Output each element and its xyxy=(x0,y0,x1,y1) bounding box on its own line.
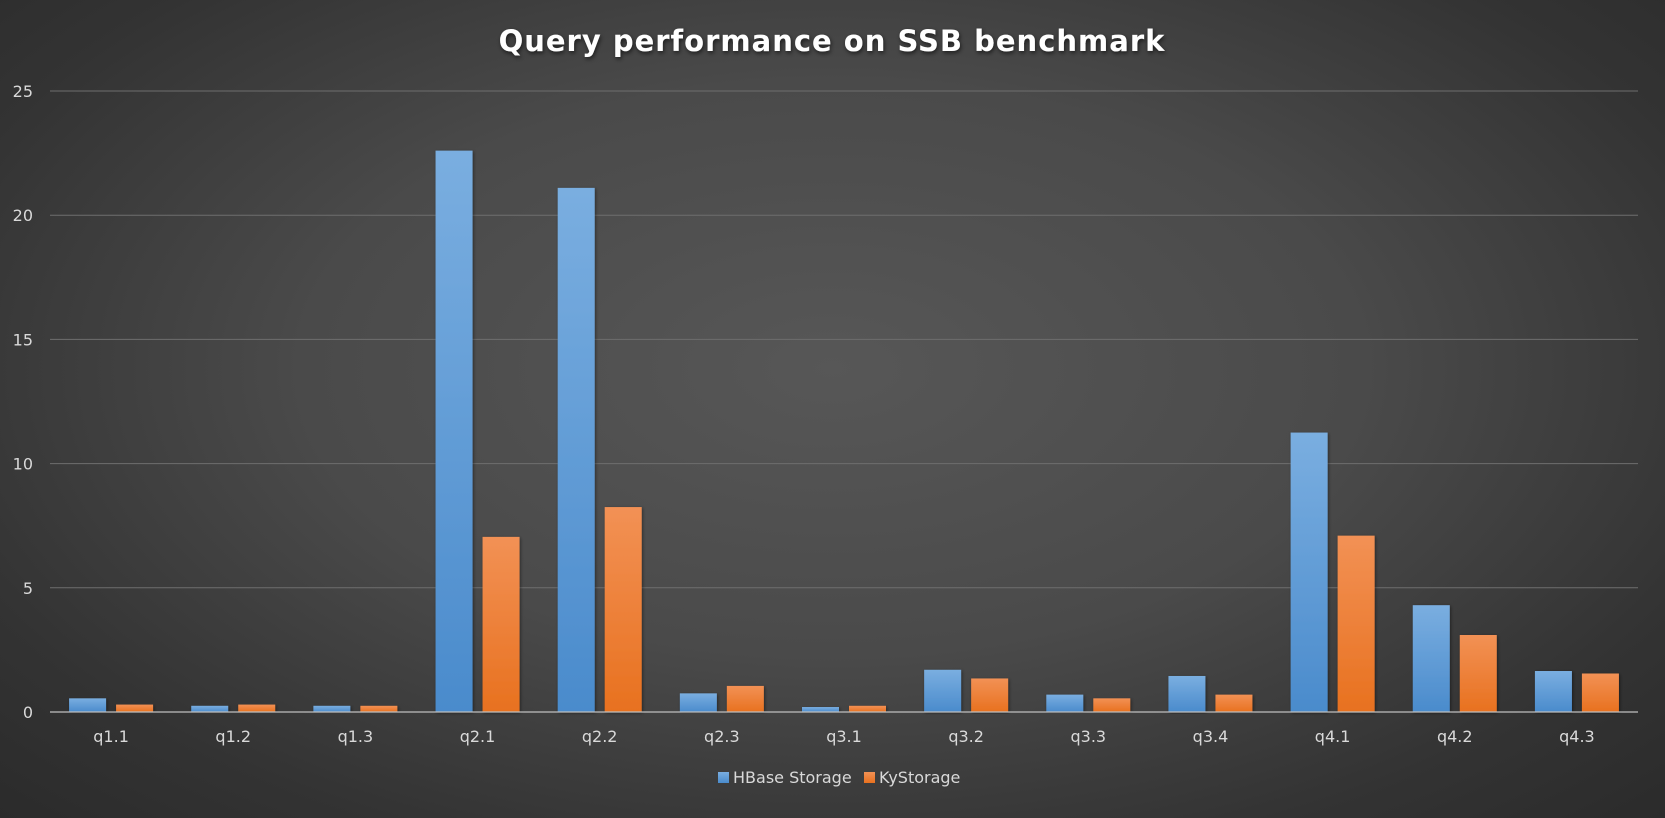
x-tick-label: q4.2 xyxy=(1437,727,1473,746)
x-tick-label: q4.3 xyxy=(1559,727,1595,746)
bar-kystorage-q3.1 xyxy=(849,705,886,712)
y-axis: 0 5 10 15 20 25 xyxy=(13,82,33,722)
x-tick-label: q3.1 xyxy=(826,727,862,746)
y-tick-label: 5 xyxy=(23,579,33,598)
bar-kystorage-q4.3 xyxy=(1581,673,1619,712)
legend-swatch-kystorage xyxy=(864,772,875,783)
bar-hbase-storage-q1.3 xyxy=(313,705,351,712)
y-tick-label: 0 xyxy=(23,703,33,722)
x-tick-label: q1.1 xyxy=(93,727,129,746)
bars xyxy=(69,150,1619,713)
bar-hbase-storage-q2.1 xyxy=(435,150,473,713)
x-axis: q1.1 q1.2 q1.3 q2.1 q2.2 q2.3 q3.1 q3.2 q3.3 q3.4… xyxy=(50,711,1638,746)
bar-kystorage-q1.2 xyxy=(238,704,276,712)
x-tick-label: q4.1 xyxy=(1315,727,1351,746)
bar-kystorage-q2.2 xyxy=(604,507,642,712)
bar-kystorage-q1.3 xyxy=(360,705,398,712)
bar-hbase-storage-q4.1 xyxy=(1290,432,1328,712)
legend-label: HBase Storage xyxy=(733,768,852,787)
y-tick-label: 25 xyxy=(13,82,33,101)
bar-hbase-storage-q3.1 xyxy=(802,707,839,712)
bar-hbase-storage-q3.2 xyxy=(924,669,962,712)
x-tick-label: q2.3 xyxy=(704,727,740,746)
bar-kystorage-q3.3 xyxy=(1093,698,1131,712)
y-tick-label: 20 xyxy=(13,206,33,225)
x-tick-label: q3.4 xyxy=(1193,727,1229,746)
legend-label: KyStorage xyxy=(879,768,960,787)
bar-kystorage-q3.2 xyxy=(971,678,1009,712)
bar-hbase-storage-q2.2 xyxy=(557,187,595,713)
bar-kystorage-q3.4 xyxy=(1215,694,1253,712)
bar-hbase-storage-q1.1 xyxy=(69,698,107,712)
bar-kystorage-q2.1 xyxy=(482,536,520,712)
y-tick-label: 10 xyxy=(13,455,33,474)
x-tick-label: q2.2 xyxy=(582,727,618,746)
x-tick-label: q3.2 xyxy=(948,727,984,746)
bar-hbase-storage-q1.2 xyxy=(191,705,229,712)
x-tick-label: q2.1 xyxy=(460,727,496,746)
bar-kystorage-q4.1 xyxy=(1337,535,1375,712)
y-tick-label: 15 xyxy=(13,330,33,349)
legend: HBase Storage KyStorage xyxy=(718,768,960,787)
chart-title: Query performance on SSB benchmark xyxy=(499,24,1166,58)
x-tick-label: q1.2 xyxy=(215,727,251,746)
bar-kystorage-q4.2 xyxy=(1459,634,1497,712)
bar-hbase-storage-q4.3 xyxy=(1534,671,1572,712)
bar-hbase-storage-q4.2 xyxy=(1412,605,1450,712)
x-tick-label: q1.3 xyxy=(338,727,374,746)
bar-hbase-storage-q3.3 xyxy=(1046,694,1084,712)
x-tick-label: q3.3 xyxy=(1071,727,1107,746)
bar-hbase-storage-q3.4 xyxy=(1168,675,1206,712)
bar-kystorage-q2.3 xyxy=(726,685,764,712)
legend-swatch-hbase-storage xyxy=(718,772,729,783)
bar-kystorage-q1.1 xyxy=(116,704,154,712)
bar-hbase-storage-q2.3 xyxy=(679,693,717,712)
gridlines xyxy=(50,90,1638,589)
